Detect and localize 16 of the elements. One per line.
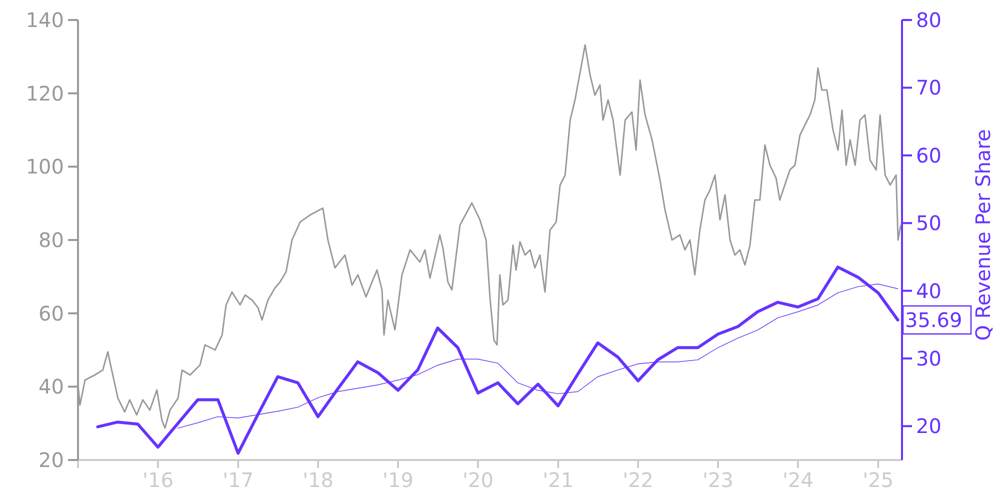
y2-tick-label: 70: [916, 76, 942, 100]
y2-axis-title: Q Revenue Per Share: [971, 129, 995, 341]
y2-tick-label: 50: [916, 211, 942, 236]
y2-tick-label: 80: [916, 8, 942, 32]
y-tick-label: 120: [26, 81, 64, 106]
y2-tick-label: 20: [916, 414, 942, 438]
y-tick-label: 140: [26, 8, 64, 32]
y-tick-label: 80: [38, 228, 64, 252]
y-tick-label: 100: [26, 154, 64, 179]
y2-tick-label: 40: [916, 278, 942, 303]
y-tick-label: 60: [38, 301, 64, 326]
y-tick-label: 40: [38, 374, 64, 399]
y2-tick-label: 60: [916, 143, 942, 168]
y-tick-label: 20: [38, 448, 64, 472]
data-label: 35.69: [905, 308, 962, 332]
y2-tick-label: 30: [916, 346, 942, 370]
